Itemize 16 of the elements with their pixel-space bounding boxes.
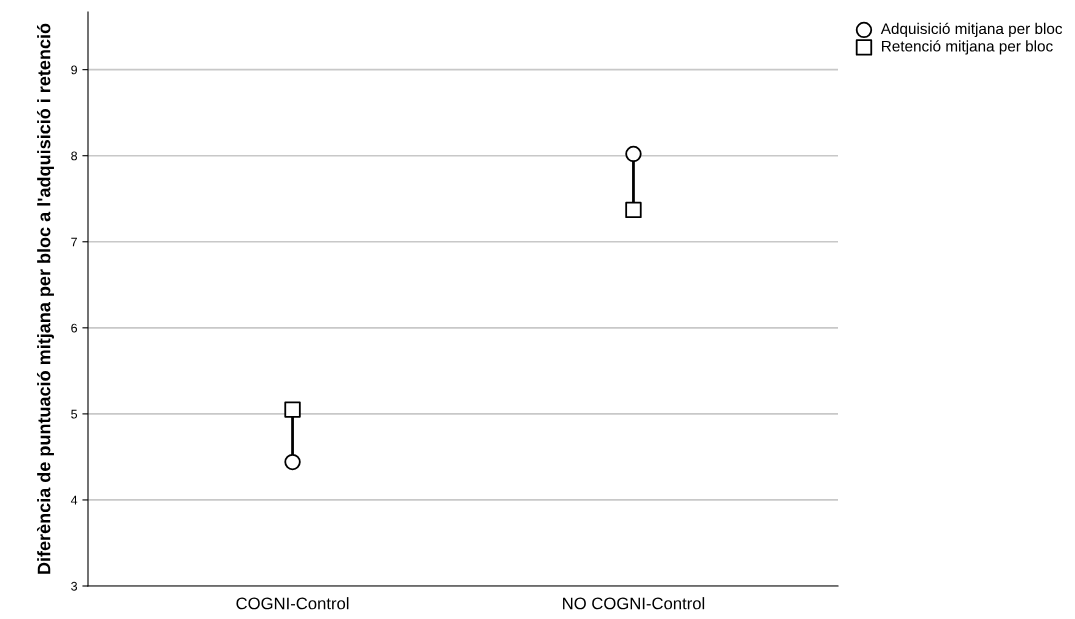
y-tick-label: 5 — [71, 409, 78, 419]
y-tick-label: 4 — [70, 495, 78, 505]
y-axis-title: Diferència de puntuació mitjana per bloc a l'adquisició i retenció — [36, 23, 54, 574]
point — [625, 201, 642, 219]
point — [625, 145, 642, 163]
x-tick-label: COGNI-Control — [236, 597, 349, 610]
y-tick-label: 6 — [71, 323, 78, 333]
y-tick-label: 7 — [71, 237, 77, 247]
legend-label: Retenció mitjana per bloc — [882, 40, 1053, 55]
point — [284, 401, 301, 418]
y-tick-label: 9 — [71, 65, 77, 75]
x-tick-label: NO COGNI-Control — [563, 597, 705, 610]
point — [284, 453, 301, 471]
legend-label: Adquisició mitjana per bloc — [880, 22, 1063, 38]
y-tick-label: 3 — [71, 581, 78, 591]
y-tick-label: 8 — [71, 151, 78, 161]
